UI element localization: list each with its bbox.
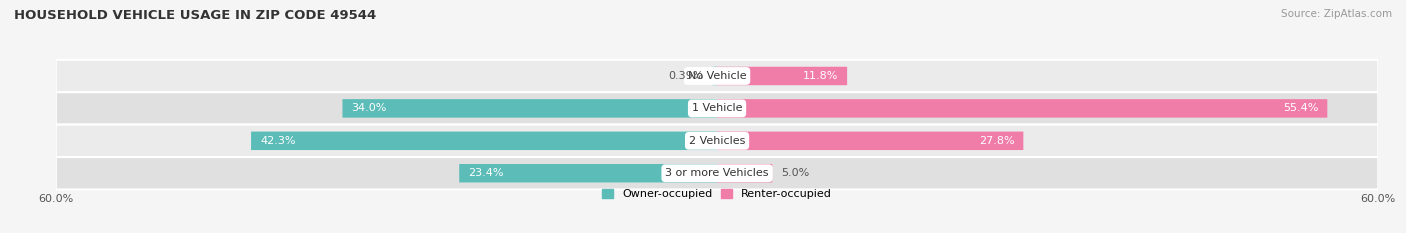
Text: 23.4%: 23.4% [468, 168, 503, 178]
Text: Source: ZipAtlas.com: Source: ZipAtlas.com [1281, 9, 1392, 19]
Legend: Owner-occupied, Renter-occupied: Owner-occupied, Renter-occupied [598, 184, 837, 203]
FancyBboxPatch shape [717, 132, 1024, 150]
FancyBboxPatch shape [56, 60, 1378, 92]
Text: 42.3%: 42.3% [260, 136, 295, 146]
FancyBboxPatch shape [252, 132, 717, 150]
Text: 3 or more Vehicles: 3 or more Vehicles [665, 168, 769, 178]
Text: No Vehicle: No Vehicle [688, 71, 747, 81]
FancyBboxPatch shape [56, 157, 1378, 189]
Text: 27.8%: 27.8% [979, 136, 1014, 146]
FancyBboxPatch shape [56, 92, 1378, 125]
FancyBboxPatch shape [717, 164, 772, 182]
Text: 0.39%: 0.39% [669, 71, 704, 81]
Text: 5.0%: 5.0% [780, 168, 810, 178]
Text: 34.0%: 34.0% [352, 103, 387, 113]
FancyBboxPatch shape [717, 99, 1327, 118]
Text: 1 Vehicle: 1 Vehicle [692, 103, 742, 113]
FancyBboxPatch shape [717, 67, 848, 85]
FancyBboxPatch shape [713, 67, 717, 85]
Text: 55.4%: 55.4% [1284, 103, 1319, 113]
FancyBboxPatch shape [460, 164, 717, 182]
Text: 2 Vehicles: 2 Vehicles [689, 136, 745, 146]
FancyBboxPatch shape [56, 125, 1378, 157]
Text: HOUSEHOLD VEHICLE USAGE IN ZIP CODE 49544: HOUSEHOLD VEHICLE USAGE IN ZIP CODE 4954… [14, 9, 377, 22]
FancyBboxPatch shape [343, 99, 717, 118]
Text: 11.8%: 11.8% [803, 71, 838, 81]
